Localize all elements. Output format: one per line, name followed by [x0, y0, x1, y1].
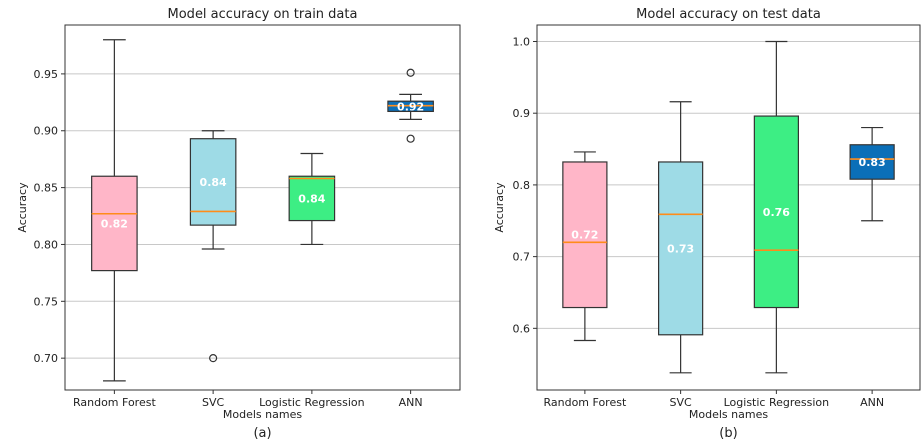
y-tick-label: 0.7	[513, 251, 531, 264]
x-tick-label: ANN	[399, 396, 423, 409]
y-tick-label: 0.70	[34, 352, 59, 365]
y-axis-label: Accuracy	[493, 182, 506, 233]
panel-caption: (b)	[719, 426, 737, 441]
y-tick-label: 0.9	[513, 107, 531, 120]
x-tick-label: Logistic Regression	[724, 396, 830, 409]
chart-title: Model accuracy on train data	[168, 7, 358, 22]
box-body	[753, 115, 799, 309]
mean-label: 0.84	[298, 192, 325, 205]
box-svc: 0.84	[189, 130, 237, 363]
box-random-forest: 0.72	[562, 151, 608, 342]
box-logistic-regression: 0.84	[288, 152, 336, 246]
box-ann: 0.83	[849, 126, 895, 222]
x-tick-label: ANN	[860, 396, 884, 409]
axes-frame	[536, 24, 921, 391]
box-body	[849, 144, 895, 180]
y-tick-label: 0.75	[34, 295, 59, 308]
x-tick-label: Logistic Regression	[259, 396, 365, 409]
panel-2: 0.6 0.7 0.8 0.9 1.0 0.72 Random Forest 0.73 SVC 0…	[493, 7, 921, 441]
x-axis-label: Models names	[689, 408, 768, 421]
y-tick-label: 0.85	[34, 182, 59, 195]
x-tick-label: Random Forest	[543, 396, 626, 409]
mean-label: 0.83	[859, 156, 886, 169]
mean-label: 0.92	[397, 100, 424, 113]
y-tick-label: 0.8	[513, 179, 531, 192]
box-svc: 0.73	[658, 101, 704, 374]
y-tick-label: 0.6	[513, 322, 531, 335]
box-body	[562, 161, 608, 309]
mean-label: 0.73	[667, 242, 694, 255]
y-tick-label: 0.95	[34, 68, 59, 81]
y-tick-label: 1.0	[513, 35, 531, 48]
chart-title: Model accuracy on test data	[636, 7, 821, 22]
box-body	[91, 175, 138, 272]
panel-1: 0.70 0.75 0.80 0.85 0.90 0.95 0.82 Random Fores…	[16, 7, 461, 441]
box-ann: 0.92	[387, 68, 434, 143]
panel-caption: (a)	[253, 426, 271, 441]
box-random-forest: 0.82	[91, 39, 138, 382]
mean-label: 0.82	[101, 217, 128, 230]
x-tick-label: SVC	[202, 396, 225, 409]
outlier-point	[406, 68, 415, 77]
box-body	[658, 161, 704, 336]
x-tick-label: Random Forest	[73, 396, 156, 409]
axes-frame	[64, 24, 461, 391]
y-axis-label: Accuracy	[16, 182, 29, 233]
x-tick-label: SVC	[670, 396, 693, 409]
mean-label: 0.84	[200, 176, 227, 189]
x-axis-label: Models names	[223, 408, 302, 421]
outlier-point	[406, 134, 415, 143]
mean-label: 0.76	[763, 206, 790, 219]
y-tick-label: 0.90	[34, 125, 59, 138]
y-tick-label: 0.80	[34, 238, 59, 251]
mean-label: 0.72	[571, 229, 598, 242]
outlier-point	[209, 354, 218, 363]
box-logistic-regression: 0.76	[753, 40, 799, 374]
box-body	[288, 175, 336, 222]
